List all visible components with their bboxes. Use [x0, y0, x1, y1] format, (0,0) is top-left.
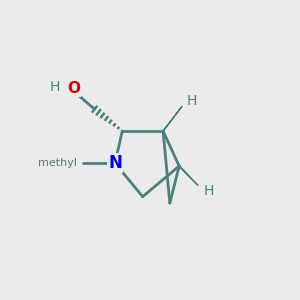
Text: methyl: methyl — [38, 158, 77, 168]
Polygon shape — [179, 166, 198, 186]
Polygon shape — [163, 106, 182, 131]
Text: H: H — [203, 184, 214, 198]
Text: H: H — [50, 80, 60, 94]
Text: O: O — [67, 81, 80, 96]
Text: H: H — [187, 94, 197, 108]
Text: N: N — [108, 154, 122, 172]
